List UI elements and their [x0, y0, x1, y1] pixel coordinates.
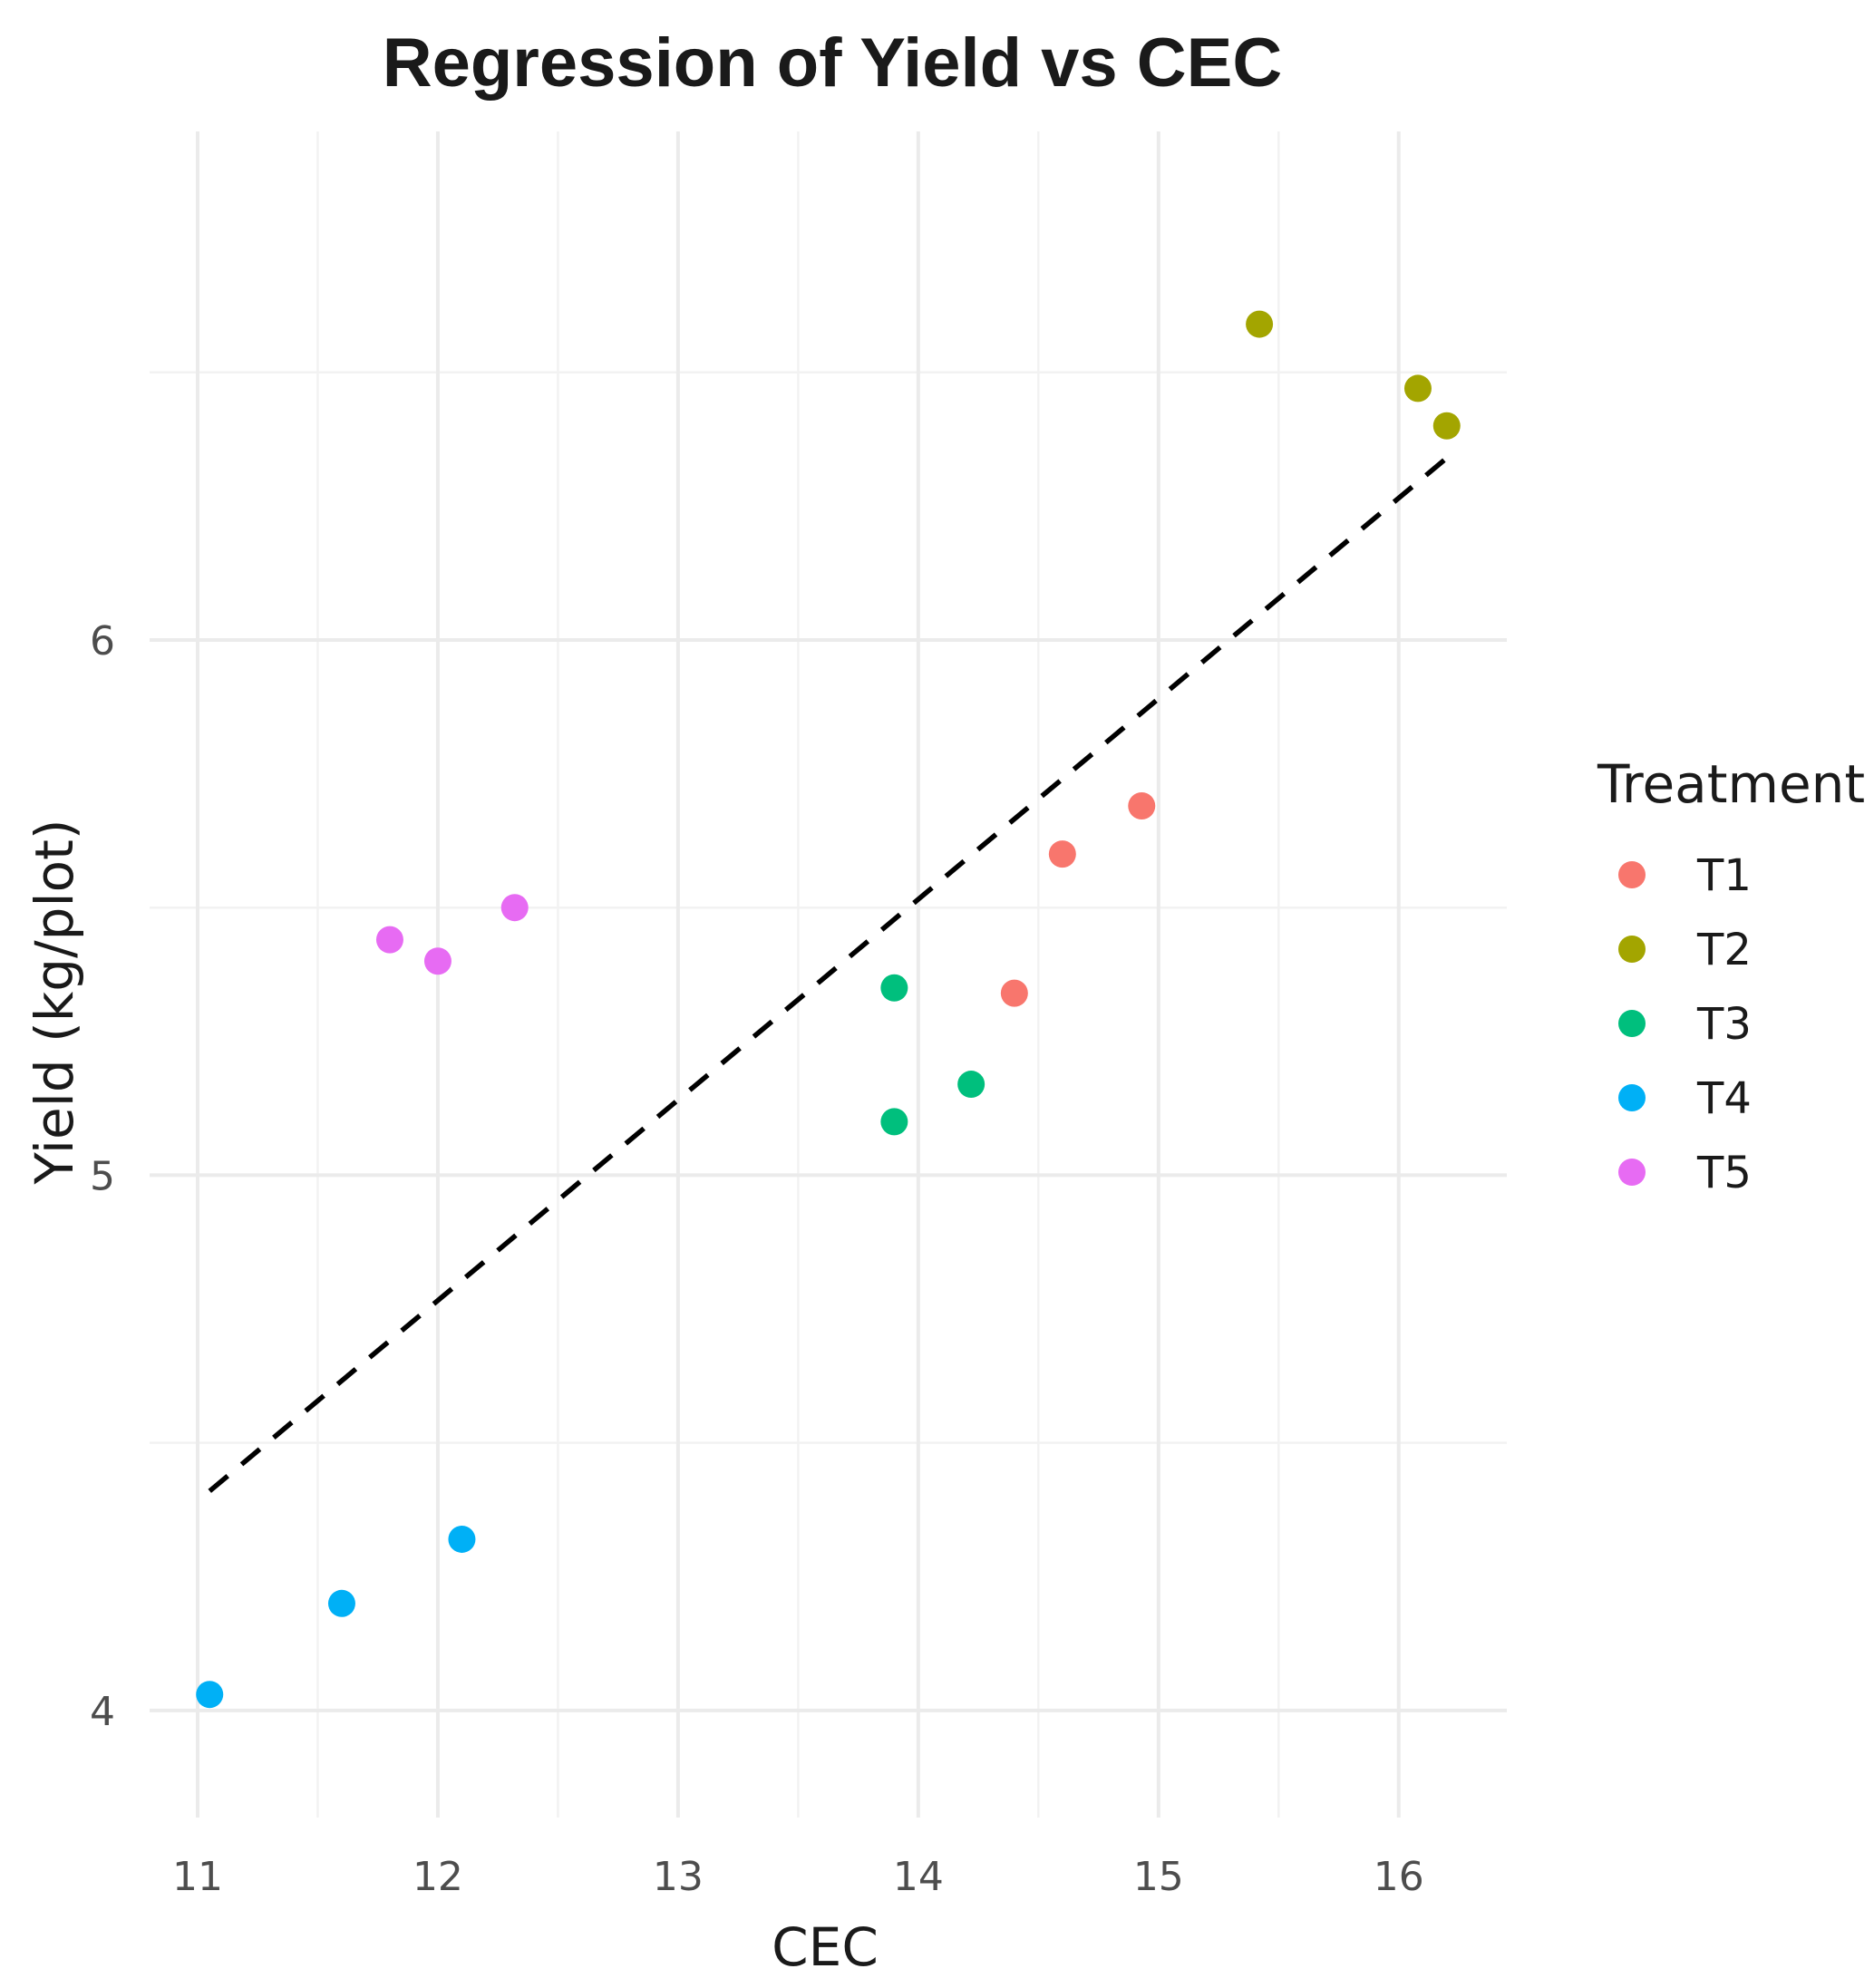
x-tick-label: 13 — [653, 1854, 704, 1900]
x-tick-label: 11 — [172, 1854, 223, 1900]
legend-title: Treatment — [1597, 753, 1865, 815]
data-point-t1 — [1048, 840, 1076, 868]
x-axis-title: CEC — [772, 1916, 879, 1978]
data-point-t5 — [375, 926, 403, 954]
legend-key-t4 — [1618, 1084, 1646, 1111]
data-point-t1 — [1000, 979, 1028, 1007]
legend-label-t1: T1 — [1696, 850, 1752, 901]
data-point-t4 — [327, 1589, 355, 1617]
legend-label-t2: T2 — [1696, 925, 1752, 975]
legend-items: T1 T2 T3 T4 T5 — [1618, 850, 1752, 1198]
data-point-t1 — [1128, 792, 1156, 819]
data-point-t4 — [196, 1681, 224, 1709]
data-point-t2 — [1432, 412, 1461, 440]
x-tick-label: 15 — [1133, 1854, 1184, 1900]
chart-title: Regression of Yield vs CEC — [383, 24, 1283, 102]
legend-label-t5: T5 — [1696, 1148, 1752, 1198]
x-tick-label: 14 — [893, 1854, 944, 1900]
data-points — [196, 310, 1461, 1709]
legend-label-t4: T4 — [1696, 1073, 1752, 1124]
legend-key-t2 — [1618, 936, 1646, 963]
legend-key-t5 — [1618, 1159, 1646, 1186]
data-point-t3 — [957, 1071, 986, 1099]
y-axis-title: Yield (kg/plot) — [24, 819, 85, 1186]
x-tick-label: 12 — [413, 1854, 463, 1900]
data-point-t2 — [1403, 374, 1432, 402]
legend-label-t3: T3 — [1696, 999, 1752, 1050]
regression-line — [208, 456, 1449, 1493]
data-point-t5 — [423, 947, 452, 975]
y-tick-label: 6 — [90, 618, 115, 664]
data-point-t5 — [500, 894, 529, 922]
data-point-t3 — [880, 974, 908, 1002]
x-tick-label: 16 — [1374, 1854, 1424, 1900]
regression-layer — [208, 456, 1449, 1493]
tick-labels: 11 12 13 14 15 16 4 5 6 — [90, 618, 1424, 1900]
legend: Treatment T1 T2 T3 T4 T5 — [1597, 753, 1865, 1198]
data-point-t4 — [448, 1525, 476, 1553]
y-tick-label: 4 — [90, 1689, 115, 1735]
grid — [150, 131, 1507, 1818]
legend-key-t1 — [1618, 861, 1646, 888]
y-tick-label: 5 — [90, 1153, 115, 1199]
data-point-t3 — [880, 1108, 908, 1136]
data-point-t2 — [1246, 310, 1274, 338]
legend-key-t3 — [1618, 1010, 1646, 1037]
